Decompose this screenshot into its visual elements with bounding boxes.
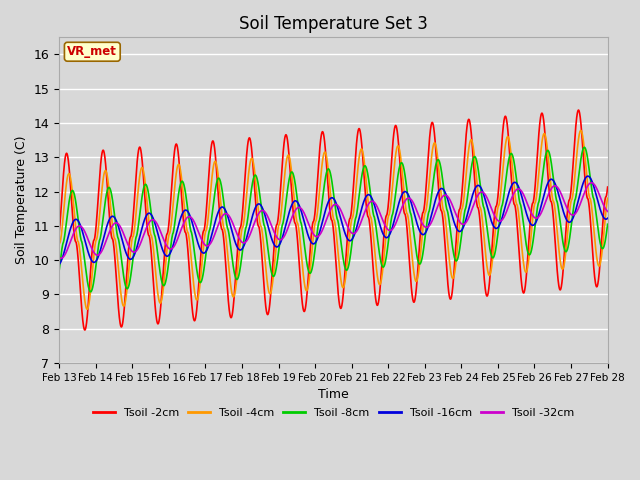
- Tsoil -8cm: [580, 144, 588, 150]
- Tsoil -4cm: [387, 200, 395, 206]
- Tsoil -4cm: [604, 196, 611, 202]
- Tsoil -16cm: [387, 229, 395, 235]
- Tsoil -2cm: [387, 167, 395, 173]
- Tsoil -32cm: [387, 228, 395, 233]
- Tsoil -4cm: [83, 306, 91, 312]
- Tsoil -2cm: [604, 186, 611, 192]
- Tsoil -2cm: [604, 184, 611, 190]
- Tsoil -32cm: [209, 237, 216, 243]
- Tsoil -32cm: [588, 180, 595, 186]
- Line: Tsoil -2cm: Tsoil -2cm: [59, 110, 607, 330]
- Tsoil -4cm: [604, 195, 611, 201]
- Tsoil -2cm: [575, 107, 582, 113]
- Tsoil -4cm: [397, 153, 404, 159]
- Tsoil -8cm: [604, 223, 611, 228]
- Tsoil -16cm: [552, 182, 559, 188]
- Tsoil -8cm: [387, 219, 395, 225]
- Legend: Tsoil -2cm, Tsoil -4cm, Tsoil -8cm, Tsoil -16cm, Tsoil -32cm: Tsoil -2cm, Tsoil -4cm, Tsoil -8cm, Tsoi…: [88, 404, 579, 422]
- Line: Tsoil -8cm: Tsoil -8cm: [59, 147, 607, 292]
- Tsoil -4cm: [577, 128, 585, 133]
- Tsoil -4cm: [173, 167, 180, 173]
- Tsoil -4cm: [552, 212, 559, 218]
- Tsoil -32cm: [173, 238, 180, 244]
- Tsoil -4cm: [55, 241, 63, 247]
- Tsoil -2cm: [397, 168, 404, 174]
- Tsoil -32cm: [397, 208, 404, 214]
- Y-axis label: Soil Temperature (C): Soil Temperature (C): [15, 136, 28, 264]
- Tsoil -2cm: [173, 142, 180, 147]
- Tsoil -32cm: [57, 255, 65, 261]
- Tsoil -8cm: [552, 193, 559, 199]
- Tsoil -2cm: [55, 230, 63, 236]
- Line: Tsoil -4cm: Tsoil -4cm: [59, 131, 607, 309]
- Tsoil -8cm: [55, 267, 63, 273]
- Title: Soil Temperature Set 3: Soil Temperature Set 3: [239, 15, 428, 33]
- Tsoil -8cm: [604, 221, 611, 227]
- Tsoil -2cm: [209, 138, 216, 144]
- Tsoil -16cm: [604, 216, 611, 221]
- Tsoil -16cm: [173, 229, 180, 235]
- Tsoil -2cm: [81, 327, 88, 333]
- X-axis label: Time: Time: [318, 388, 349, 401]
- Tsoil -16cm: [604, 216, 611, 221]
- Tsoil -4cm: [209, 170, 216, 176]
- Tsoil -16cm: [584, 173, 592, 179]
- Tsoil -8cm: [86, 289, 94, 295]
- Tsoil -8cm: [173, 204, 180, 210]
- Tsoil -2cm: [552, 247, 559, 252]
- Tsoil -32cm: [55, 255, 63, 261]
- Tsoil -32cm: [552, 183, 559, 189]
- Text: VR_met: VR_met: [67, 45, 117, 58]
- Tsoil -16cm: [55, 262, 63, 267]
- Tsoil -8cm: [397, 161, 404, 167]
- Tsoil -16cm: [397, 196, 404, 202]
- Tsoil -16cm: [209, 230, 216, 236]
- Tsoil -32cm: [604, 208, 611, 214]
- Line: Tsoil -32cm: Tsoil -32cm: [59, 183, 607, 258]
- Line: Tsoil -16cm: Tsoil -16cm: [59, 176, 607, 264]
- Tsoil -8cm: [209, 209, 216, 215]
- Tsoil -32cm: [604, 208, 611, 214]
